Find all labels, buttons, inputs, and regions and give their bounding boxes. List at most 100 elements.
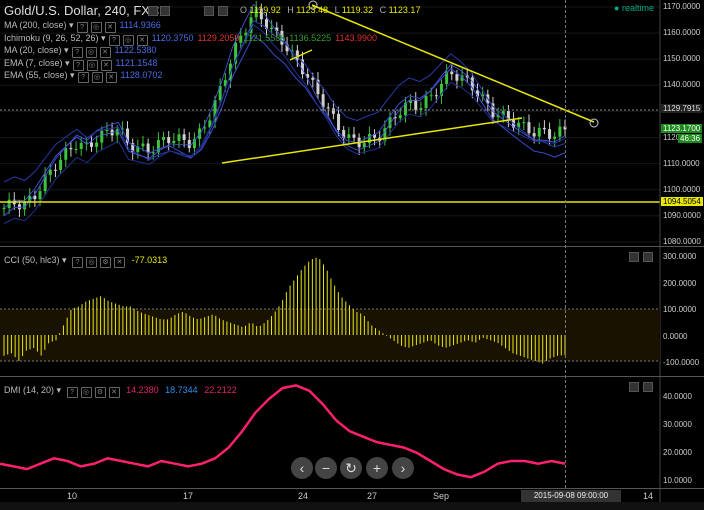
scroll-left-button[interactable]: ‹ <box>291 457 313 479</box>
candle-body <box>373 134 377 138</box>
close-icon[interactable]: ✕ <box>105 72 117 83</box>
indicator-value: 1121.1548 <box>115 57 158 68</box>
candle-body <box>172 140 176 144</box>
indicator-name[interactable]: MA (200, close) ▾ <box>4 20 74 30</box>
dmi-close-icon[interactable]: ✕ <box>108 387 120 398</box>
candle-body <box>33 195 37 200</box>
support-price-tag: 1094.5054 <box>661 197 703 206</box>
close-icon[interactable]: ✕ <box>100 59 112 71</box>
candle-body <box>331 108 335 114</box>
candle-body <box>445 71 449 84</box>
settings-icon[interactable]: ? <box>71 47 83 58</box>
candle-body <box>460 75 464 81</box>
title-eye-icon[interactable] <box>160 6 170 16</box>
candle-body <box>234 42 238 64</box>
candle-body <box>476 90 480 97</box>
cci-pane-up-icon[interactable] <box>629 252 639 262</box>
indicator-name[interactable]: EMA (7, close) ▾ <box>4 57 70 68</box>
settings-icon[interactable]: ? <box>108 34 120 46</box>
cci-pane-down-icon[interactable] <box>643 252 653 262</box>
indicator-legend-4[interactable]: EMA (55, close) ▾? ◎ ✕ 1128.0702 <box>4 70 162 83</box>
dmi-chart[interactable] <box>0 376 704 488</box>
candle-body <box>532 133 536 137</box>
title-gear-icon[interactable] <box>204 6 214 16</box>
indicator-legend-0[interactable]: MA (200, close) ▾? ◎ ✕ 1114.9366 <box>4 20 161 33</box>
reset-button[interactable]: ↻ <box>340 457 362 479</box>
eye-icon[interactable]: ◎ <box>91 72 103 83</box>
eye-icon[interactable]: ◎ <box>85 47 97 58</box>
candle-body <box>182 134 186 140</box>
candle-body <box>136 146 140 153</box>
chevron-right-icon: › <box>400 460 406 476</box>
dmi-pane[interactable]: DMI (14, 20) ▾ ? ◎ ⚙ ✕ 14.2380 18.7344 22.2… <box>0 376 704 488</box>
candle-body <box>275 27 279 31</box>
title-close-icon[interactable] <box>218 6 228 16</box>
settings-icon[interactable]: ? <box>76 22 88 33</box>
high-label: H <box>287 5 294 15</box>
trendline-handle-start <box>308 0 318 10</box>
candle-body <box>537 127 541 137</box>
scroll-right-button[interactable]: › <box>392 457 414 479</box>
candle-body <box>470 77 474 91</box>
close-icon[interactable]: ✕ <box>99 47 111 58</box>
indicator-value: 1114.9366 <box>119 20 161 30</box>
bottom-toolbar[interactable] <box>0 502 704 510</box>
settings-icon[interactable]: ? <box>72 59 84 71</box>
close-icon[interactable]: ✕ <box>104 22 116 33</box>
cci-pane[interactable]: CCI (50, hlc3) ▾ ? ◎ ⚙ ✕ -77.0313 300.0000 2… <box>0 246 704 376</box>
dmi-gear-icon[interactable]: ⚙ <box>94 387 106 398</box>
dmi-pane-down-icon[interactable] <box>643 382 653 392</box>
cci-label[interactable]: CCI (50, hlc3) <box>4 255 60 265</box>
candle-body <box>347 134 351 139</box>
indicator-value: 1136.5225 <box>289 32 332 43</box>
settings-icon[interactable]: ? <box>77 72 89 83</box>
zoom-out-button[interactable]: − <box>315 457 337 479</box>
pane-separator[interactable] <box>0 246 704 247</box>
candle-body <box>522 122 526 124</box>
symbol-title[interactable]: Gold/U.S. Dollar, 240, FXCM <box>4 3 171 18</box>
candle-body <box>414 99 418 110</box>
dmi-settings-icon[interactable]: ? <box>66 387 78 398</box>
cci-chart[interactable] <box>0 246 704 376</box>
candle-body <box>439 83 443 97</box>
candle-body <box>156 139 160 153</box>
candle-body <box>295 50 299 60</box>
cci-axis-label: -100.0000 <box>663 358 700 367</box>
indicator-name[interactable]: MA (20, close) ▾ <box>4 45 69 55</box>
zoom-in-button[interactable]: + <box>366 457 388 479</box>
title-settings-icon[interactable] <box>148 6 158 16</box>
candle-body <box>434 95 438 97</box>
cci-gear-icon[interactable]: ⚙ <box>100 257 112 268</box>
close-icon[interactable]: ✕ <box>136 34 148 46</box>
candle-body <box>177 134 181 141</box>
cci-settings-icon[interactable]: ? <box>72 257 84 268</box>
indicator-legend-1[interactable]: Ichimoku (9, 26, 52, 26) ▾? ◎ ✕ 1120.3750 11… <box>4 33 377 46</box>
indicator-legend-3[interactable]: EMA (7, close) ▾? ◎ ✕ 1121.1548 <box>4 58 157 71</box>
candle-body <box>95 142 99 147</box>
cci-eye-icon[interactable]: ◎ <box>86 257 98 268</box>
indicator-name[interactable]: Ichimoku (9, 26, 52, 26) ▾ <box>4 32 106 43</box>
dmi-eye-icon[interactable]: ◎ <box>80 387 92 398</box>
candle-body <box>306 74 310 78</box>
candle-body <box>429 95 433 97</box>
dmi-label[interactable]: DMI (14, 20) <box>4 385 55 395</box>
cci-close-icon[interactable]: ✕ <box>114 257 126 268</box>
pane-separator-2[interactable] <box>0 376 704 377</box>
eye-icon[interactable]: ◎ <box>90 22 102 33</box>
candle-body <box>264 19 268 29</box>
indicator-name[interactable]: EMA (55, close) ▾ <box>4 70 75 80</box>
indicator-line <box>3 3 566 209</box>
candle-body <box>393 116 397 119</box>
eye-icon[interactable]: ◎ <box>122 34 134 46</box>
eye-icon[interactable]: ◎ <box>86 59 98 71</box>
dmi-legend[interactable]: DMI (14, 20) ▾ ? ◎ ⚙ ✕ 14.2380 18.7344 22.2… <box>4 385 237 398</box>
price-axis-label: 1140.0000 <box>663 80 701 90</box>
candle-body <box>496 115 500 118</box>
dmi-pane-up-icon[interactable] <box>629 382 639 392</box>
cci-legend[interactable]: CCI (50, hlc3) ▾ ? ◎ ⚙ ✕ -77.0313 <box>4 255 168 268</box>
candle-body <box>548 129 552 139</box>
indicator-legend-2[interactable]: MA (20, close) ▾? ◎ ✕ 1122.5380 <box>4 45 156 58</box>
candle-body <box>69 147 73 150</box>
